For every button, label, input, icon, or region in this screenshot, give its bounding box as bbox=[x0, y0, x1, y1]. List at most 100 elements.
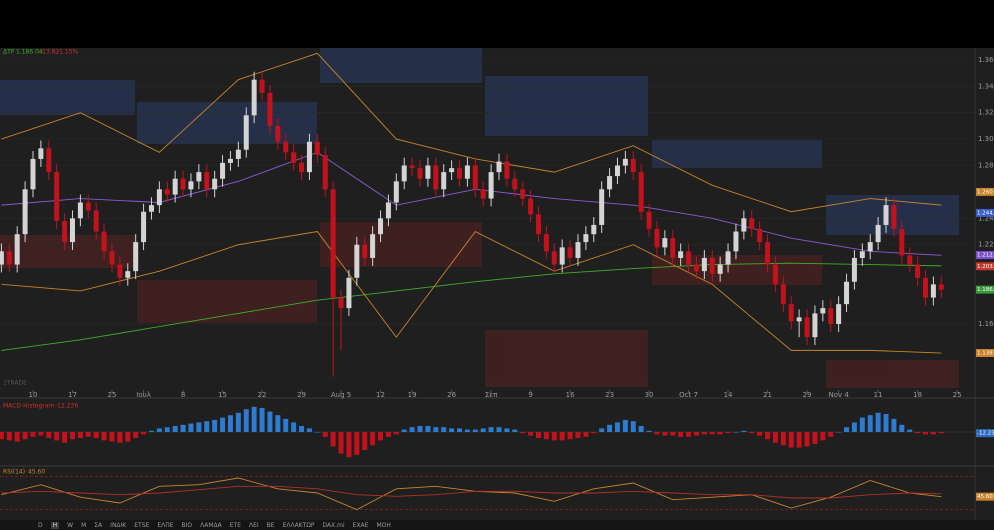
macd-bar bbox=[583, 432, 589, 437]
candle-body bbox=[401, 165, 407, 182]
candle-body bbox=[85, 202, 91, 211]
candle-body bbox=[630, 158, 636, 173]
toolbar-item[interactable]: ΜΟΗ bbox=[376, 521, 391, 529]
macd-bar bbox=[867, 415, 873, 432]
zone bbox=[652, 140, 822, 168]
y-tick-label: 1.240 bbox=[978, 214, 994, 222]
toolbar-item[interactable]: ΙΝΔΙΚ bbox=[110, 521, 127, 529]
toolbar-item[interactable]: ΕΛΛΑΚΤΩΡ bbox=[282, 521, 315, 529]
toolbar-item[interactable]: ΕΛΠΕ bbox=[157, 521, 174, 529]
macd-bar bbox=[686, 432, 692, 437]
toolbar-item[interactable]: ΕΧΑΕ bbox=[352, 521, 369, 529]
macd-bar bbox=[425, 426, 431, 432]
macd-badge-label: -12.236 bbox=[977, 431, 994, 437]
zone bbox=[826, 360, 959, 388]
macd-bar bbox=[148, 430, 154, 432]
candle-body bbox=[915, 264, 921, 278]
macd-bar bbox=[62, 432, 68, 443]
x-tick-label: 16 bbox=[566, 391, 575, 399]
toolbar-item[interactable]: ΛΕΙ bbox=[248, 521, 259, 529]
candle-body bbox=[212, 178, 218, 190]
candle-body bbox=[607, 176, 613, 190]
toolbar-item[interactable]: ΣΑ bbox=[94, 521, 103, 529]
macd-bar bbox=[701, 432, 707, 435]
x-tick-label: 14 bbox=[724, 391, 733, 399]
macd-bar bbox=[433, 427, 439, 432]
y-tick-label: 1.320 bbox=[978, 109, 994, 117]
x-tick-label: 25 bbox=[108, 391, 117, 399]
macd-bar bbox=[930, 432, 936, 435]
macd-bar bbox=[512, 429, 518, 432]
macd-bar bbox=[630, 421, 636, 432]
candle-body bbox=[741, 218, 747, 232]
x-tick-label: 17 bbox=[68, 391, 77, 399]
x-tick-label: Oct 7 bbox=[679, 391, 698, 399]
y-tick-label: 1.160 bbox=[978, 320, 994, 328]
candle-body bbox=[859, 251, 865, 258]
candle-body bbox=[780, 284, 786, 305]
candle-body bbox=[227, 158, 233, 163]
macd-bar bbox=[346, 432, 352, 458]
macd-bar bbox=[362, 432, 368, 450]
candle-body bbox=[62, 220, 68, 243]
candle-body bbox=[543, 234, 549, 252]
candle-body bbox=[306, 141, 312, 173]
x-tick-label: 12 bbox=[376, 391, 385, 399]
x-tick-label: 19 bbox=[408, 391, 417, 399]
macd-bar bbox=[141, 432, 147, 435]
macd-bar bbox=[614, 422, 620, 432]
macd-bar bbox=[109, 432, 115, 442]
price-badge-label: 1.186.0 bbox=[977, 287, 994, 293]
change: -13.82 bbox=[40, 49, 60, 56]
candle-body bbox=[259, 79, 265, 93]
macd-bar bbox=[535, 432, 541, 438]
macd-bar bbox=[788, 432, 794, 448]
top-bar bbox=[0, 0, 994, 48]
toolbar-item[interactable]: ΒΙΟ bbox=[181, 521, 193, 529]
candle-body bbox=[425, 165, 431, 179]
macd-bar bbox=[220, 417, 226, 432]
toolbar-item[interactable]: DAX.mi bbox=[322, 521, 345, 529]
x-tick-label: Ιουλ bbox=[136, 391, 151, 399]
candle-body bbox=[125, 271, 131, 278]
candle-body bbox=[243, 115, 249, 150]
price-badge-label: 1.244.1 bbox=[977, 210, 994, 216]
macd-bar bbox=[164, 427, 170, 432]
macd-bar bbox=[338, 432, 344, 454]
macd-bar bbox=[227, 415, 233, 432]
macd-bar bbox=[69, 432, 75, 440]
candle-body bbox=[77, 202, 83, 219]
macd-bar bbox=[370, 432, 376, 446]
candle-body bbox=[638, 172, 644, 212]
macd-bar bbox=[464, 429, 470, 432]
toolbar-item[interactable]: H bbox=[50, 521, 60, 529]
macd-bar bbox=[283, 418, 289, 432]
macd-bar bbox=[393, 432, 399, 435]
zone bbox=[485, 330, 648, 387]
candle-body bbox=[433, 165, 439, 190]
price-badge bbox=[976, 187, 994, 196]
candle-body bbox=[472, 165, 478, 190]
x-tick-label: 10 bbox=[29, 391, 38, 399]
rsi-title: RSI(14) bbox=[3, 469, 25, 476]
candle-body bbox=[291, 152, 297, 163]
toolbar-item[interactable]: ΒΕ bbox=[266, 521, 275, 529]
macd-bar bbox=[599, 428, 605, 432]
macd-bar bbox=[528, 432, 534, 436]
toolbar-item[interactable]: ETSE bbox=[134, 521, 150, 529]
toolbar-item[interactable]: ΛΑΜΔΑ bbox=[200, 521, 222, 529]
toolbar-item[interactable]: ΕΤΕ bbox=[229, 521, 241, 529]
toolbar-item[interactable]: D bbox=[38, 521, 43, 529]
x-tick-label: 30 bbox=[645, 391, 654, 399]
macd-bar bbox=[30, 432, 36, 437]
macd-bar bbox=[670, 432, 676, 436]
candle-body bbox=[717, 264, 723, 274]
macd-bar bbox=[251, 406, 257, 432]
candle-body bbox=[393, 181, 399, 203]
macd-bar bbox=[480, 428, 486, 432]
macd-bar bbox=[133, 432, 139, 438]
toolbar-item[interactable]: W bbox=[67, 521, 74, 529]
toolbar-item[interactable]: M bbox=[81, 521, 87, 529]
candle-body bbox=[235, 149, 241, 159]
